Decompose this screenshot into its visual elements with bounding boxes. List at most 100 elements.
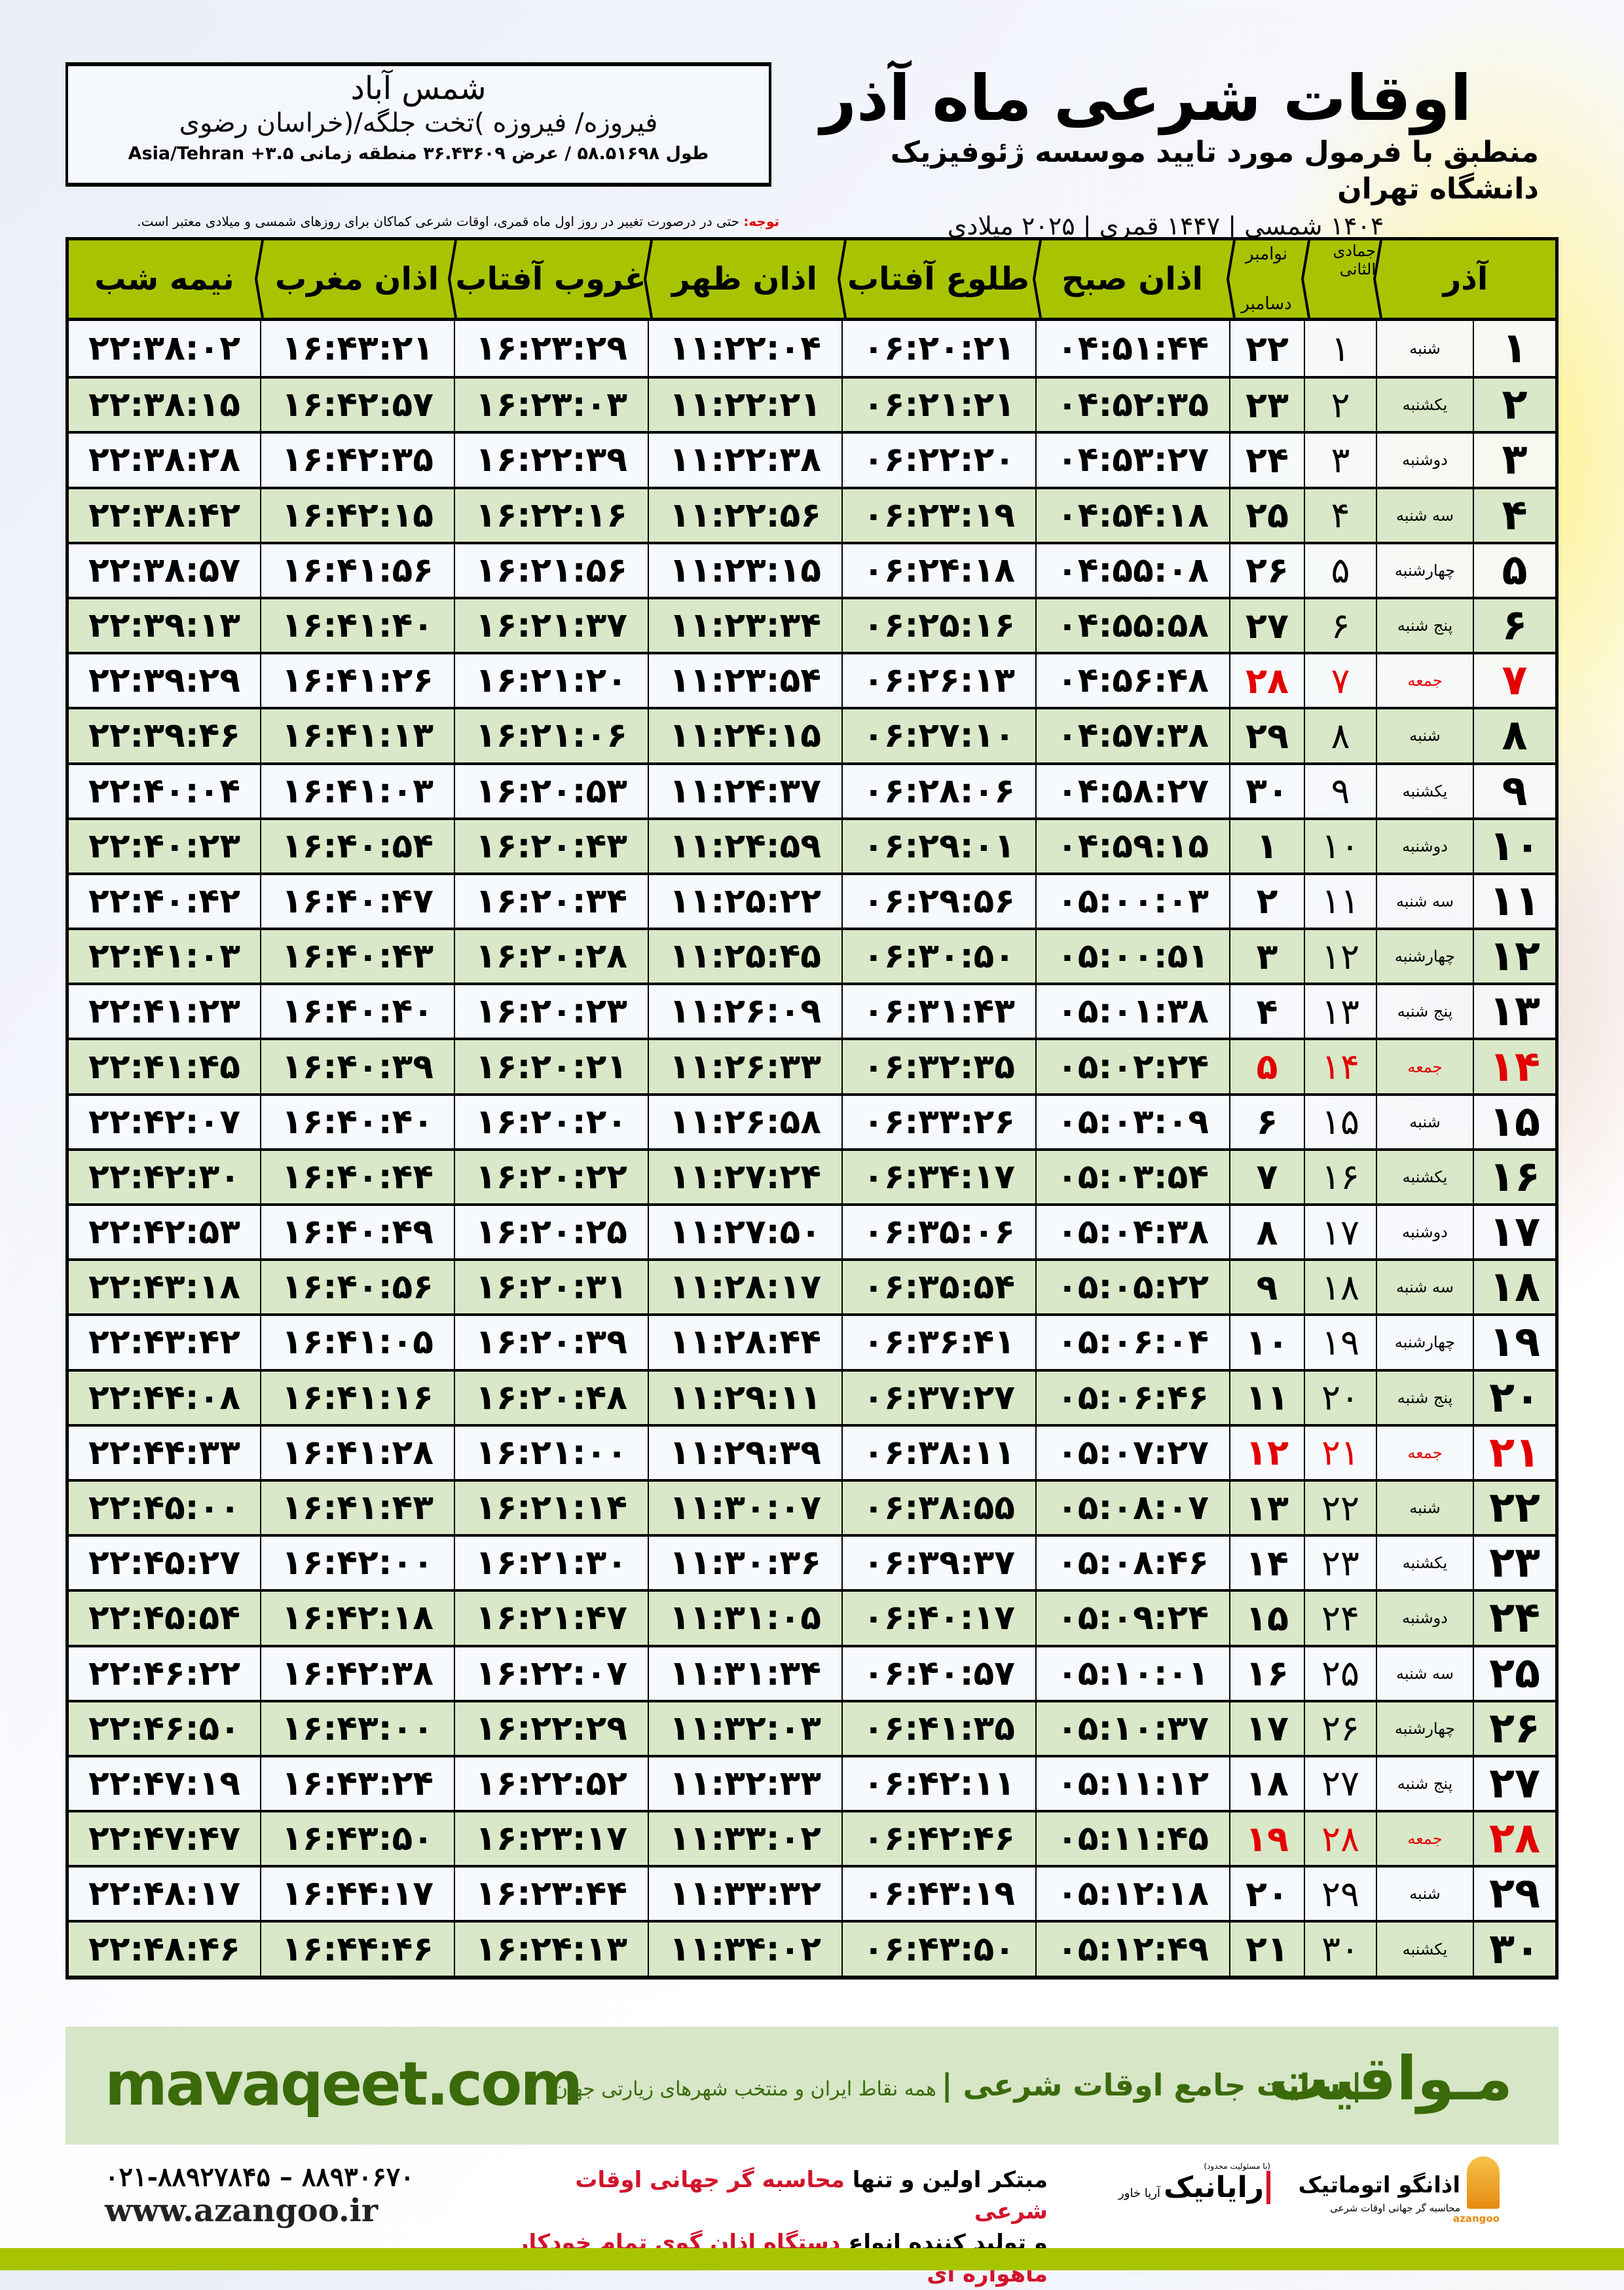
gregorian-date: ۲۸ <box>1229 654 1304 707</box>
table-row: ۲۶ چهارشنبه ۲۶ ۱۷ ۰۵:۱۰:۳۷ ۰۶:۴۱:۳۵ ۱۱:۳۲:۰۳ ۱۶… <box>69 1699 1555 1755</box>
dhuhr-time: ۱۱:۲۳:۳۴ <box>648 599 841 652</box>
sunset-time: ۱۶:۲۲:۲۹ <box>454 1702 648 1755</box>
table-row: ۲۴ دوشنبه ۲۴ ۱۵ ۰۵:۰۹:۲۴ ۰۶:۴۰:۱۷ ۱۱:۳۱:۰۵ ۱۶:۲… <box>69 1589 1555 1645</box>
maghrib-time: ۱۶:۴۰:۴۰ <box>260 1095 454 1148</box>
sunset-time: ۱۶:۲۰:۴۸ <box>454 1371 648 1424</box>
weekday: سه شنبه <box>1376 874 1473 928</box>
sunset-time: ۱۶:۲۱:۰۶ <box>454 709 648 762</box>
fajr-time: ۰۵:۰۶:۴۶ <box>1035 1371 1229 1424</box>
day-number: ۱۰ <box>1473 819 1555 873</box>
header-sunrise: طلوع آفتاب <box>847 261 1030 297</box>
rayanik-logo: (با مسئولیت محدود) رایانیک آریا خاور <box>1113 2162 1270 2227</box>
province-name: فیروزه/ فیروزه )تخت جلگه/(خراسان رضوی <box>179 108 658 138</box>
midnight-time: ۲۲:۴۱:۴۵ <box>88 1047 241 1087</box>
day-number: ۲۳ <box>1473 1537 1555 1590</box>
weekday: سه شنبه <box>1376 1647 1473 1700</box>
fajr-time: ۰۵:۰۰:۰۳ <box>1035 874 1229 928</box>
hijri-date: ۲۸ <box>1304 1812 1376 1866</box>
table-row: ۲۷ پنج شنبه ۲۷ ۱۸ ۰۵:۱۱:۱۲ ۰۶:۴۲:۱۱ ۱۱:۳۲:۳۳ ۱۶… <box>69 1754 1555 1811</box>
fajr-time: ۰۴:۵۴:۱۸ <box>1035 489 1229 542</box>
website-link[interactable]: www.azangoo.ir <box>105 2192 378 2229</box>
table-header: آذر جمادی الثانی نوامبر دسامبر اذان صبح … <box>69 240 1555 321</box>
table-row: ۲۸ جمعه ۲۸ ۱۹ ۰۵:۱۱:۴۵ ۰۶:۴۲:۴۶ ۱۱:۳۳:۰۲ ۱۶:۲۳:… <box>69 1810 1555 1866</box>
sunset-time: ۱۶:۲۱:۴۷ <box>454 1592 648 1645</box>
fajr-time: ۰۴:۵۶:۴۸ <box>1035 654 1229 707</box>
sunset-time: ۱۶:۲۲:۱۶ <box>454 489 648 542</box>
city-name: شمس آباد <box>350 70 487 107</box>
sunset-time: ۱۶:۲۲:۳۹ <box>454 434 648 487</box>
midnight-time: ۲۲:۴۱:۲۳ <box>88 992 241 1032</box>
weekday: یکشنبه <box>1376 1537 1473 1590</box>
banner-subline: همه نقاط ایران و منتخب شهرهای زیارتی جها… <box>553 2078 936 2101</box>
gregorian-date: ۲۴ <box>1229 434 1304 487</box>
hijri-date: ۱۴ <box>1304 1040 1376 1093</box>
dhuhr-time: ۱۱:۲۲:۰۴ <box>648 321 841 377</box>
fajr-time: ۰۵:۱۱:۱۲ <box>1035 1757 1229 1811</box>
midnight-time: ۲۲:۴۴:۰۸ <box>88 1378 241 1417</box>
dhuhr-time: ۱۱:۲۴:۳۷ <box>648 764 841 817</box>
rayanik-name: رایانیک <box>1164 2171 1270 2204</box>
hijri-date: ۱۵ <box>1304 1095 1376 1148</box>
hijri-date: ۶ <box>1304 599 1376 652</box>
weekday: دوشنبه <box>1376 1206 1473 1259</box>
sunset-time: ۱۶:۲۰:۲۲ <box>454 1150 648 1203</box>
gregorian-date: ۱۵ <box>1229 1592 1304 1645</box>
fajr-time: ۰۵:۰۵:۲۲ <box>1035 1261 1229 1314</box>
weekday: چهارشنبه <box>1376 930 1473 983</box>
table-row: ۱۴ جمعه ۱۴ ۵ ۰۵:۰۲:۲۴ ۰۶:۳۲:۳۵ ۱۱:۲۶:۳۳ ۱۶:۲۰:۲… <box>69 1038 1555 1093</box>
dhuhr-time: ۱۱:۲۶:۳۳ <box>648 1040 841 1093</box>
sunset-time: ۱۶:۲۲:۵۲ <box>454 1757 648 1811</box>
gregorian-date: ۲۰ <box>1229 1868 1304 1921</box>
gregorian-date: ۴ <box>1229 985 1304 1038</box>
table-row: ۱۸ سه شنبه ۱۸ ۹ ۰۵:۰۵:۲۲ ۰۶:۳۵:۵۴ ۱۱:۲۸:۱۷ ۱۶:۲… <box>69 1258 1555 1314</box>
midnight-time: ۲۲:۴۵:۰۰ <box>88 1488 241 1528</box>
midnight-time: ۲۲:۳۹:۴۶ <box>88 716 241 756</box>
weekday: شنبه <box>1376 1095 1473 1148</box>
header-fajr: اذان صبح <box>1061 261 1203 297</box>
sunrise-time: ۰۶:۳۳:۲۶ <box>841 1095 1035 1148</box>
hijri-date: ۲۹ <box>1304 1868 1376 1921</box>
sunrise-time: ۰۶:۳۵:۰۶ <box>841 1206 1035 1259</box>
banner-url-link[interactable]: mavaqeet.com <box>105 2049 583 2119</box>
header-hijri-month: جمادی الثانی <box>1333 242 1376 278</box>
page-subtitle: منطبق با فرمول مورد تایید موسسه ژئوفیزیک… <box>890 136 1539 206</box>
day-number: ۲۹ <box>1473 1868 1555 1921</box>
fajr-time: ۰۵:۰۳:۵۴ <box>1035 1150 1229 1203</box>
day-number: ۳ <box>1473 434 1555 487</box>
mosque-icon <box>1467 2156 1500 2209</box>
maghrib-time: ۱۶:۴۱:۵۶ <box>260 544 454 597</box>
midnight-time: ۲۲:۴۰:۴۲ <box>88 881 241 921</box>
promo-text: مبتکر اولین و تنها محاسبه گر جهانی اوقات… <box>511 2164 1048 2290</box>
table-row: ۲۱ جمعه ۲۱ ۱۲ ۰۵:۰۷:۲۷ ۰۶:۳۸:۱۱ ۱۱:۲۹:۳۹ ۱۶:۲۱:… <box>69 1423 1555 1479</box>
sunset-time: ۱۶:۲۱:۳۷ <box>454 599 648 652</box>
table-row: ۱۵ شنبه ۱۵ ۶ ۰۵:۰۳:۰۹ ۰۶:۳۳:۲۶ ۱۱:۲۶:۵۸ ۱۶:۲۰:۲… <box>69 1093 1555 1148</box>
weekday: جمعه <box>1376 1040 1473 1093</box>
title-block: اوقات شرعی ماه آذر منطبق با فرمول مورد ت… <box>805 62 1552 244</box>
sunrise-time: ۰۶:۴۳:۵۰ <box>841 1923 1035 1976</box>
gregorian-date: ۱ <box>1229 819 1304 873</box>
dhuhr-time: ۱۱:۲۷:۲۴ <box>648 1150 841 1203</box>
maghrib-time: ۱۶:۴۴:۴۶ <box>260 1923 454 1976</box>
midnight-time: ۲۲:۴۲:۰۷ <box>88 1102 241 1142</box>
table-row: ۲۵ سه شنبه ۲۵ ۱۶ ۰۵:۱۰:۰۱ ۰۶:۴۰:۵۷ ۱۱:۳۱:۳۴ ۱۶:… <box>69 1644 1555 1700</box>
midnight-time: ۲۲:۴۶:۲۲ <box>88 1653 241 1693</box>
sunrise-time: ۰۶:۳۵:۵۴ <box>841 1261 1035 1314</box>
day-number: ۲۰ <box>1473 1371 1555 1424</box>
hijri-date: ۲۴ <box>1304 1592 1376 1645</box>
sunrise-time: ۰۶:۳۰:۵۰ <box>841 930 1035 983</box>
maghrib-time: ۱۶:۴۲:۵۷ <box>260 379 454 432</box>
midnight-time: ۲۲:۴۵:۲۷ <box>88 1543 241 1583</box>
sunrise-time: ۰۶:۲۳:۱۹ <box>841 489 1035 542</box>
dhuhr-time: ۱۱:۲۲:۲۱ <box>648 379 841 432</box>
midnight-time: ۲۲:۴۶:۵۰ <box>88 1708 241 1748</box>
gregorian-date: ۲۲ <box>1229 321 1304 377</box>
note: توجه: حتی در درصورت تغییر در روز اول ماه… <box>65 214 779 229</box>
weekday: شنبه <box>1376 1868 1473 1921</box>
midnight-time: ۲۲:۴۱:۰۳ <box>88 937 241 977</box>
maghrib-time: ۱۶:۴۰:۳۹ <box>260 1040 454 1093</box>
maghrib-time: ۱۶:۴۲:۱۵ <box>260 489 454 542</box>
gregorian-date: ۲ <box>1229 874 1304 928</box>
sunset-time: ۱۶:۲۰:۲۱ <box>454 1040 648 1093</box>
weekday: پنج شنبه <box>1376 1371 1473 1424</box>
gregorian-date: ۱۲ <box>1229 1426 1304 1479</box>
